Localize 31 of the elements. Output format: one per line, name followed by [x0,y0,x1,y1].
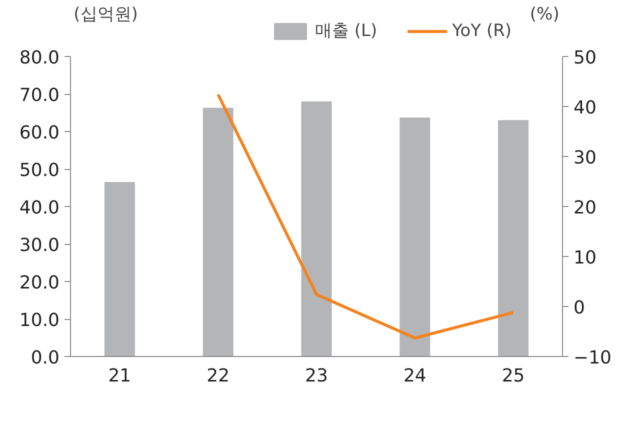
y-tick-label: 10.0 [19,310,60,331]
x-tick-label: 24 [403,366,426,386]
y2-axis-title: (%) [530,4,560,24]
y2-tick-label: 50 [574,48,596,68]
y2-tick-label: 0 [574,298,585,318]
y-tick-label: 0.0 [30,348,60,368]
y2-tick-label: −10 [574,348,612,368]
bar [301,101,332,356]
y-tick-label: 20.0 [19,272,60,294]
bar [498,120,529,356]
y2-tick-label: 20 [574,198,596,218]
y2-tick-label: 30 [574,148,596,168]
legend-label: 매출 (L) [315,20,378,42]
x-tick-label: 25 [502,366,525,386]
y-axis-title: (십억원) [74,4,138,24]
line-series [216,93,515,340]
y-tick-label: 60.0 [19,122,60,144]
y2-tick-label: 10 [574,248,596,268]
x-tick-label: 21 [108,366,132,386]
y-tick-label: 70.0 [19,85,60,106]
y2-tick-label: 40 [574,98,596,118]
bar [104,182,135,356]
bar [400,118,430,356]
y-tick-label: 30.0 [19,235,60,256]
bar [202,108,234,356]
y-tick-label: 50.0 [19,160,60,181]
y-tick-label: 80.0 [19,48,60,68]
y-tick-label: 40.0 [19,198,60,218]
legend-label: YoY (R) [452,20,512,40]
x-tick-label: 23 [305,366,328,386]
x-tick-label: 22 [206,366,230,386]
